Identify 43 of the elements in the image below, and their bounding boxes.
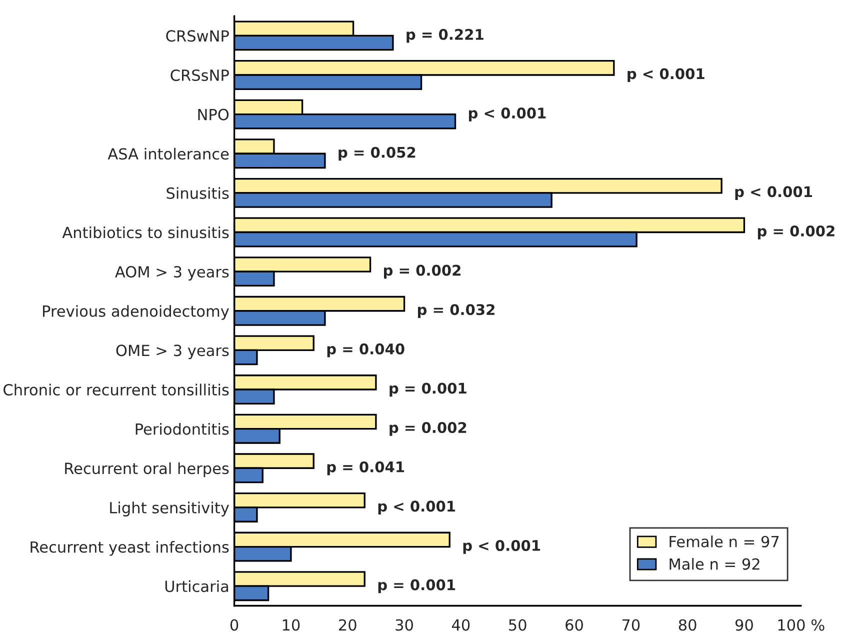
x-tick-label: 80	[678, 619, 696, 631]
annotation: p < 0.001	[628, 68, 704, 82]
x-tick-label: 100 %	[778, 619, 824, 631]
x-tick-label: 50	[509, 619, 526, 631]
annotation: p = 0.002	[758, 225, 834, 240]
x-tick-label: 60	[566, 619, 583, 631]
x-tick-label: 90	[735, 619, 753, 631]
annotation: p < 0.001	[463, 540, 540, 554]
y-tick-label: Previous adenoidectomy	[43, 305, 229, 320]
y-tick-label: CRSwNP	[166, 30, 229, 42]
y-tick-label: Recurrent yeast infections	[30, 540, 229, 556]
annotation: p < 0.001	[378, 500, 456, 515]
y-tick-label: ASA intolerance	[108, 148, 229, 160]
annotation: p = 0.041	[327, 461, 404, 476]
y-tick-label: Chronic or recurrent tonsillitis	[4, 384, 229, 396]
legend-label: Male n = 92	[670, 558, 760, 570]
y-tick-label: Light sensitivity	[110, 502, 229, 516]
annotation: p < 0.001	[735, 186, 812, 200]
y-tick-label: CRSsNP	[170, 69, 229, 82]
annotation: p = 0.001	[378, 579, 456, 594]
y-tick-label: AOM > 3 years	[115, 266, 229, 281]
annotation: p = 0.221	[406, 28, 484, 43]
x-tick-label: 0	[230, 619, 238, 631]
y-tick-label: Periodontitis	[136, 423, 229, 435]
y-tick-label: Urticaria	[165, 580, 228, 592]
annotation: p = 0.002	[390, 422, 466, 436]
y-tick-label: NPO	[198, 108, 229, 120]
annotation: p = 0.032	[418, 304, 494, 318]
legend-label: Female n = 97	[670, 536, 779, 548]
annotation: p = 0.002	[384, 264, 460, 279]
y-tick-label: Recurrent oral herpes	[65, 462, 229, 478]
y-tick-label: Antibiotics to sinusitis	[62, 226, 229, 238]
y-tick-label: Sinusitis	[166, 187, 229, 199]
annotation: p = 0.052	[338, 146, 416, 161]
y-tick-label: OME > 3 years	[116, 344, 229, 360]
x-tick-label: 20	[339, 619, 356, 631]
annotation: p = 0.040	[327, 343, 404, 358]
x-tick-label: 70	[622, 619, 640, 631]
x-tick-label: 30	[396, 619, 413, 631]
x-tick-label: 40	[452, 619, 470, 631]
annotation: p = 0.001	[390, 382, 466, 397]
x-tick-label: 10	[282, 619, 300, 631]
annotation: p < 0.001	[468, 108, 546, 122]
